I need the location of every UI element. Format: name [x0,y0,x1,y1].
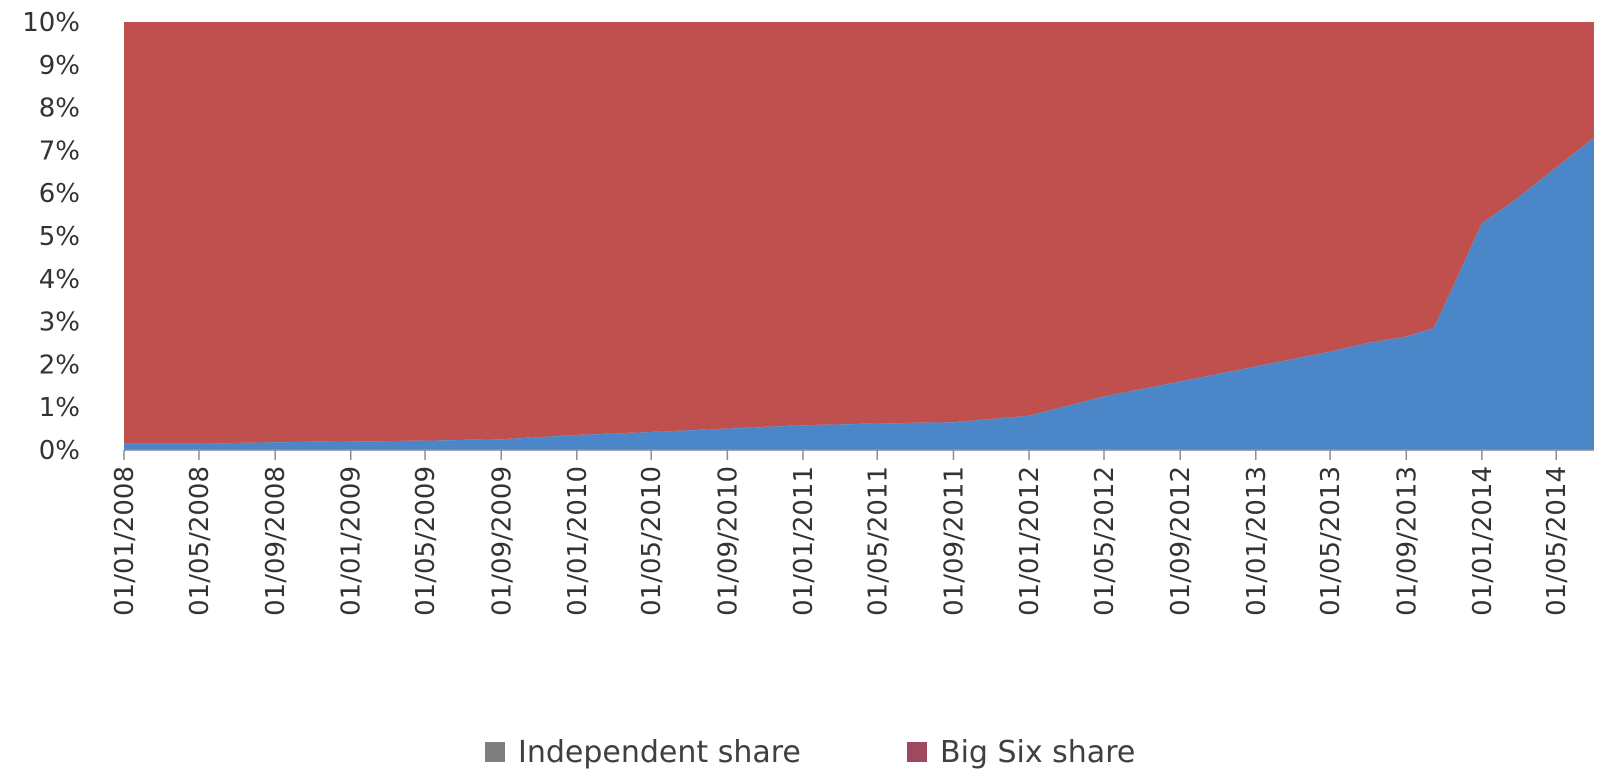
x-tick-label: 01/09/2011 [940,466,970,616]
x-tick-label: 01/09/2008 [261,466,291,616]
x-tick-label: 01/05/2009 [411,466,441,616]
x-tick-label: 01/09/2012 [1166,466,1196,616]
y-tick-label: 7% [39,136,80,166]
y-tick-label: 3% [39,308,80,338]
series-big-six-share-area [124,22,1594,444]
x-tick-label: 01/09/2009 [487,466,517,616]
plot-area [124,22,1594,450]
x-tick-label: 01/05/2012 [1090,466,1120,616]
y-tick-label: 0% [39,436,80,466]
legend: Independent share Big Six share [485,735,1135,770]
y-tick-label: 1% [39,393,80,423]
x-tick-label: 01/05/2011 [863,466,893,616]
legend-swatch [485,742,505,762]
legend-swatch [907,742,927,762]
x-tick-label: 01/01/2009 [337,466,367,616]
x-tick-label: 01/01/2012 [1015,466,1045,616]
y-tick-label: 10% [22,8,80,38]
x-tick-label: 01/01/2013 [1242,466,1272,616]
x-tick-label: 01/05/2013 [1316,466,1346,616]
x-tick-label: 01/05/2014 [1542,466,1572,616]
series-independent-share-area [124,137,1594,450]
y-tick-label: 5% [39,222,80,252]
x-tick-label: 01/09/2013 [1392,466,1422,616]
y-tick-label: 9% [39,51,80,81]
x-tick-label: 01/05/2008 [185,466,215,616]
x-tick-label: 01/05/2010 [637,466,667,616]
x-tick-label: 01/09/2010 [713,466,743,616]
y-axis: 0% 1% 2% 3% 4% 5% 6% 7% 8% 9% 10% [22,8,80,466]
legend-label: Independent share [518,735,801,770]
x-tick-label: 01/01/2014 [1468,466,1498,616]
y-tick-label: 8% [39,94,80,124]
y-tick-label: 2% [39,350,80,380]
x-tick-label: 01/01/2008 [110,466,140,616]
x-axis: 01/01/2008 01/05/2008 01/09/2008 01/01/2009… [110,449,1594,616]
x-tick-label: 01/01/2010 [563,466,593,616]
y-tick-label: 6% [39,179,80,209]
legend-label: Big Six share [940,735,1135,770]
x-tick-label: 01/01/2011 [789,466,819,616]
y-tick-label: 4% [39,265,80,295]
